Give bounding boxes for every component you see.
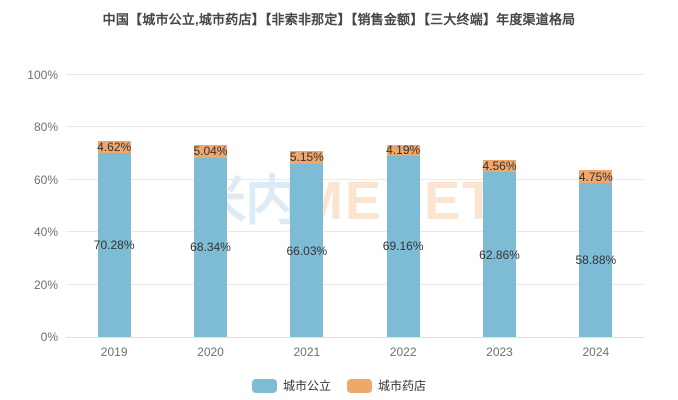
bar-segment-2019-s0	[97, 152, 131, 337]
legend-item-城市药店[interactable]: 城市药店	[347, 379, 426, 393]
bar-value-label: 4.75%	[578, 169, 613, 184]
y-axis-tick-label: 100%	[27, 68, 58, 82]
x-axis-tick-label: 2021	[293, 345, 321, 359]
bar-segment-2020-s1	[194, 144, 227, 158]
bar-segment-2023-s0	[483, 172, 516, 337]
legend-swatch-icon	[347, 379, 372, 393]
bar-value-label: 62.86%	[479, 247, 520, 262]
bar-segment-2020-s0	[194, 157, 227, 337]
bar-value-label: 4.56%	[482, 159, 517, 174]
gridline	[66, 283, 644, 285]
x-axis-line	[66, 337, 644, 338]
bar-value-label: 66.03%	[286, 243, 328, 258]
plot-area: 70.28% 4.62% 68.34% 5.04% 66.03% 5.15% 69.16% 4…	[66, 74, 644, 338]
bar-value-label: 69.16%	[382, 239, 424, 254]
bar-value-label: 58.88%	[575, 252, 617, 267]
y-axis-tick-label: 80%	[33, 120, 58, 135]
bar-segment-2022-s0	[386, 155, 420, 337]
gridline	[66, 231, 644, 233]
bar-value-label: 5.15%	[289, 150, 324, 165]
bar-value-label: 68.34%	[190, 240, 231, 255]
bar-value-label: 4.19%	[386, 143, 421, 158]
y-axis-tick-label: 40%	[33, 225, 58, 240]
x-axis-tick-label: 2019	[100, 345, 128, 359]
y-axis-tick-label: 0%	[40, 330, 58, 344]
bar-segment-2021-s0	[290, 164, 324, 337]
x-axis-tick-label: 2024	[582, 345, 610, 359]
gridline	[66, 74, 644, 75]
x-axis-tick-label: 2023	[486, 345, 513, 359]
gridline	[66, 178, 644, 180]
bar-segment-2024-s0	[579, 182, 613, 337]
bar-segment-2024-s1	[579, 170, 613, 183]
legend-label: 城市药店	[378, 379, 427, 393]
legend-item-城市公立[interactable]: 城市公立	[251, 379, 331, 393]
bar-value-label: 4.62%	[97, 139, 132, 154]
y-axis-tick-label: 20%	[33, 277, 58, 292]
legend-label: 城市公立	[282, 379, 331, 393]
x-axis-tick-label: 2020	[197, 345, 224, 359]
chart-title: 中国【城市公立,城市药店】【非索非那定】【销售金额】【三大终端】年度渠道格局	[102, 12, 576, 27]
bar-segment-2023-s1	[483, 160, 516, 173]
legend: 城市公立 城市药店	[0, 379, 678, 393]
y-axis-tick-label: 60%	[33, 172, 58, 187]
x-axis-tick-label: 2022	[389, 345, 417, 359]
bar-segment-2021-s1	[290, 150, 324, 165]
bar-segment-2019-s1	[97, 140, 131, 153]
gridline	[66, 126, 644, 128]
bar-segment-2022-s1	[386, 144, 420, 156]
bar-value-label: 70.28%	[93, 237, 135, 252]
legend-swatch-icon	[251, 379, 277, 393]
bar-value-label: 5.04%	[193, 144, 228, 159]
